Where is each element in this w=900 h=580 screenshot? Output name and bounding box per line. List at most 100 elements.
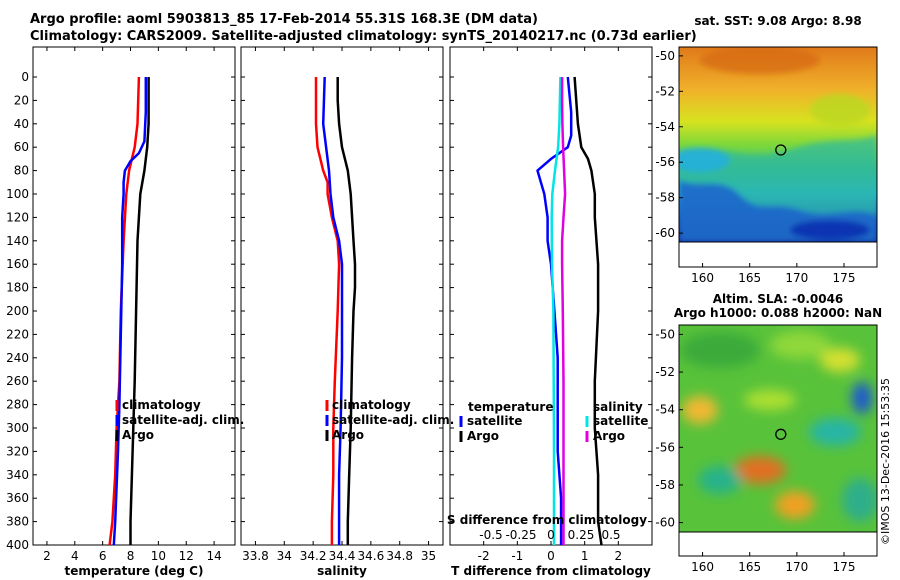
temperature-legend-label: Argo	[122, 428, 154, 442]
salinity-xtick-label: 33.8	[242, 549, 269, 563]
difference-series-blue-line	[536, 76, 573, 545]
salinity-xlabel: salinity	[317, 564, 367, 578]
sla-map-ytick-label: -54	[655, 403, 675, 417]
sst-map-ytick-label: -52	[655, 84, 675, 98]
sla-map	[679, 325, 877, 532]
sla-map-ytick-label: -56	[655, 440, 675, 454]
salinity-xtick-label: 34.6	[357, 549, 384, 563]
sla-map-xtick-label: 160	[691, 560, 714, 574]
figure-title-line1: Argo profile: aoml 5903813_85 17-Feb-201…	[30, 12, 538, 27]
salinity-series-black-line	[336, 77, 357, 545]
salinity-panel: 33.8 34 34.2 34.4 34.6 34.8 35 salinity climatol…	[240, 46, 454, 578]
figure-title-line2: Climatology: CARS2009. Satellite-adjuste…	[30, 29, 697, 44]
diff-s-tick-label: 0.25	[568, 528, 595, 542]
diff-s-tick-label: -0.5	[479, 528, 502, 542]
imos-credit: ©IMOS 13-Dec-2016 15:53:35	[879, 378, 892, 545]
sla-map-xtick-label: 175	[833, 560, 856, 574]
temperature-xtick-label: 8	[127, 549, 135, 563]
temperature-frame	[32, 46, 236, 546]
difference-series-cyan-line	[550, 76, 562, 545]
depth-tick-label: 280	[6, 398, 29, 412]
sst-map-axes: 160 165 170 175 -50 -52 -54 -56 -58 -60	[655, 49, 855, 285]
sst-map	[679, 47, 877, 242]
temperature-xtick-label: 6	[99, 549, 107, 563]
sst-map-nodata-strip	[678, 241, 878, 268]
sla-map-ytick-label: -50	[655, 327, 675, 341]
sla-map-nodata-strip	[678, 531, 878, 557]
sst-map-xtick-label: 175	[833, 271, 856, 285]
sst-argo-marker	[775, 144, 787, 156]
sst-map-ytick-label: -56	[655, 155, 675, 169]
difference-xlabel: T difference from climatology	[451, 564, 651, 578]
depth-tick-label: 40	[14, 117, 29, 131]
depth-tick-label: 100	[6, 187, 29, 201]
temperature-series-black-line	[129, 77, 150, 545]
diff-legend-label-salinity: satellite	[593, 414, 648, 428]
depth-tick-label: 80	[14, 164, 29, 178]
depth-tick-label: 140	[6, 234, 29, 248]
depth-tick-label: 200	[6, 304, 29, 318]
sst-map-ytick-label: -58	[655, 191, 675, 205]
difference-series-black-line	[573, 76, 603, 546]
depth-tick-label: 260	[6, 374, 29, 388]
temperature-xtick-label: 10	[151, 549, 166, 563]
depth-tick-label: 320	[6, 444, 29, 458]
difference-xtick-label: 0	[547, 549, 555, 563]
sla-map-ytick-label: -58	[655, 478, 675, 492]
sst-map-xtick-label: 160	[691, 271, 714, 285]
salinity-xtick-label: 34.8	[386, 549, 413, 563]
depth-tick-label: 380	[6, 515, 29, 529]
sst-map-ytick-label: -50	[655, 49, 675, 63]
diff-legend-salinity-title: salinity	[593, 400, 643, 414]
temperature-xtick-label: 12	[179, 549, 194, 563]
difference-series-magenta-line	[560, 77, 567, 545]
salinity-xtick-label: 34.2	[300, 549, 327, 563]
difference-xtick-label: -2	[478, 549, 490, 563]
diff-legend-label-temperature: Argo	[467, 429, 499, 443]
diff-s-tick-label: 0	[547, 528, 555, 542]
diff-s-tick-label: 0.5	[601, 528, 620, 542]
salinity-xtick-label: 34	[277, 549, 292, 563]
sst-map-ytick-label: -60	[655, 226, 675, 240]
difference-xtick-label: 2	[615, 549, 623, 563]
temperature-legend-label: climatology	[122, 398, 201, 412]
temperature-xtick-label: 2	[43, 549, 51, 563]
temperature-xtick-label: 4	[71, 549, 79, 563]
depth-tick-label: 340	[6, 468, 29, 482]
depth-tick-label: 0	[21, 70, 29, 84]
depth-tick-label: 400	[6, 538, 29, 552]
diff-s-axis-label: S difference from climatology	[447, 513, 647, 527]
profile-panels: 0204060801001201401601802002202402602803…	[6, 46, 653, 578]
sla-argo-marker	[775, 428, 787, 440]
salinity-series-red-line	[314, 77, 341, 545]
depth-tick-label: 60	[14, 140, 29, 154]
salinity-legend-label: Argo	[332, 428, 364, 442]
sst-map-xtick-label: 170	[785, 271, 808, 285]
temperature-series-red-line	[108, 76, 141, 546]
temperature-xlabel: temperature (deg C)	[65, 564, 204, 578]
sla-map-ytick-label: -60	[655, 516, 675, 530]
diff-s-tick-label: -0.25	[505, 528, 536, 542]
salinity-legend-label: climatology	[332, 398, 411, 412]
difference-panel: -2 -1 0 1 2T difference from climatology temp…	[447, 46, 653, 578]
depth-tick-label: 160	[6, 257, 29, 271]
temperature-legend-label: satellite-adj. clim.	[122, 413, 244, 427]
diff-legend-temperature-title: temperature	[468, 400, 553, 414]
depth-tick-label: 360	[6, 491, 29, 505]
depth-tick-label: 180	[6, 281, 29, 295]
sst-map-title: sat. SST: 9.08 Argo: 8.98	[694, 14, 861, 28]
sla-map-title-line2: Argo h1000: 0.088 h2000: NaN	[674, 306, 882, 320]
difference-xtick-label: 1	[581, 549, 589, 563]
difference-xtick-label: -1	[511, 549, 523, 563]
depth-tick-label: 220	[6, 327, 29, 341]
temperature-series-blue-line	[112, 77, 148, 546]
diff-legend-label-salinity: Argo	[593, 429, 625, 443]
sla-map-xtick-label: 165	[738, 560, 761, 574]
salinity-series-blue-line	[321, 76, 344, 545]
sla-map-ytick-label: -52	[655, 365, 675, 379]
salinity-xtick-label: 34.4	[329, 549, 356, 563]
diff-legend-label-temperature: satellite	[467, 414, 522, 428]
salinity-legend-label: satellite-adj. clim.	[332, 413, 454, 427]
salinity-xtick-label: 35	[421, 549, 436, 563]
